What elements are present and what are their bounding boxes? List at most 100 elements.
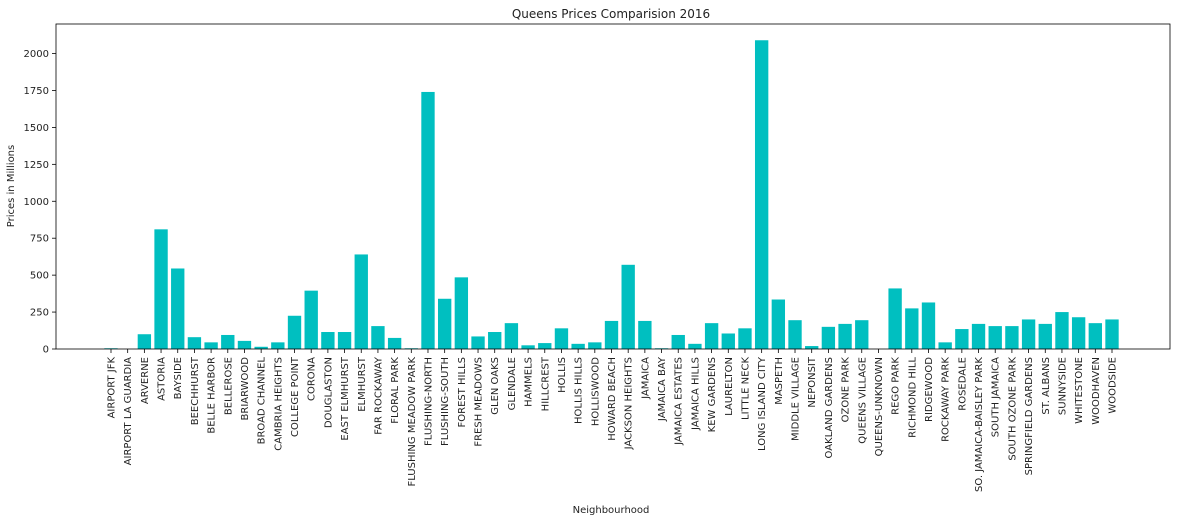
bar — [704, 323, 719, 349]
bar — [1038, 323, 1052, 349]
x-tick-label: EAST ELMHURST — [340, 356, 351, 440]
bar — [988, 326, 1002, 349]
bar — [538, 343, 552, 349]
x-axis-ticks: AIRPORT JFK AIRPORT LA GUARDIA ARVERNE ASTO… — [107, 349, 1119, 492]
x-tick-label: AIRPORT LA GUARDIA — [123, 357, 134, 465]
bar — [754, 40, 769, 349]
y-tick-label: 250 — [30, 308, 49, 319]
x-tick-label: LITTLE NECK — [740, 357, 751, 420]
x-tick-label: BELLE HARBOR — [207, 357, 218, 434]
bar — [1088, 323, 1102, 349]
x-tick-label: SPRINGFIELD GARDENS — [1024, 357, 1035, 475]
x-tick-label: COLLEGE POINT — [290, 356, 301, 437]
x-tick-label: JAMAICA HILLS — [690, 357, 701, 431]
x-tick-label: KEW GARDENS — [707, 357, 718, 432]
bar — [788, 320, 802, 349]
x-tick-label: FLUSHING-NORTH — [423, 357, 434, 446]
x-tick-label: REGO PARK — [891, 357, 902, 415]
y-axis-title: Prices in Millions — [6, 145, 17, 228]
y-tick-label: 750 — [30, 234, 49, 245]
bar — [304, 290, 318, 349]
bar — [771, 299, 786, 349]
y-tick-label: 1250 — [24, 160, 49, 171]
bar — [504, 323, 519, 349]
x-tick-label: FLUSHING-SOUTH — [440, 357, 451, 446]
bar — [337, 332, 352, 349]
bar — [471, 336, 485, 349]
bar — [621, 264, 635, 349]
x-tick-label: BAYSIDE — [173, 357, 184, 399]
x-tick-label: GLENDALE — [507, 357, 518, 410]
x-tick-label: JAMAICA ESTATES — [674, 357, 685, 446]
bar — [888, 288, 902, 349]
y-axis-ticks: 0 250 500 750 1000 1250 1500 1750 2000 — [24, 49, 56, 356]
bar — [371, 326, 385, 349]
bar — [1071, 317, 1086, 349]
x-tick-label: AIRPORT JFK — [107, 357, 118, 419]
x-tick-label: HAMMELS — [524, 357, 535, 407]
x-tick-label: BROAD CHANNEL — [257, 357, 268, 445]
x-tick-label: JACKSON HEIGHTS — [624, 357, 635, 450]
bar — [971, 323, 986, 349]
x-tick-label: SUNNYSIDE — [1057, 357, 1068, 415]
bar — [588, 342, 602, 349]
y-tick-label: 1500 — [24, 123, 49, 134]
bar — [254, 346, 268, 349]
x-tick-label: BELLEROSE — [223, 357, 234, 415]
bar — [905, 308, 919, 350]
x-tick-label: CAMBRIA HEIGHTS — [273, 357, 284, 451]
x-tick-label: ASTORIA — [157, 357, 168, 401]
x-tick-label: FLUSHING MEADOW PARK — [407, 357, 418, 487]
chart-title: Queens Prices Comparision 2016 — [512, 7, 710, 21]
x-tick-label: RICHMOND HILL — [907, 357, 918, 438]
bar — [821, 326, 836, 349]
x-tick-label: GLEN OAKS — [490, 357, 501, 415]
x-tick-label: MASPETH — [774, 357, 785, 405]
x-tick-label: OZONE PARK — [841, 357, 852, 423]
bar — [437, 298, 452, 349]
bar — [671, 334, 685, 349]
bar — [454, 277, 469, 349]
x-tick-label: WOODHAVEN — [1091, 357, 1102, 425]
bar — [738, 328, 752, 349]
x-tick-label: HOLLIS HILLS — [574, 357, 585, 424]
bar — [838, 323, 852, 349]
plot-frame — [55, 23, 1171, 350]
x-tick-label: OAKLAND GARDENS — [824, 357, 835, 458]
x-tick-label: LAURELTON — [724, 357, 735, 416]
bars-layer — [104, 40, 1119, 350]
y-tick-label: 500 — [30, 271, 49, 282]
x-tick-label: ROCKAWAY PARK — [941, 357, 952, 442]
x-tick-label: HOWARD BEACH — [607, 357, 618, 441]
x-tick-label: QUEENS-UNKNOWN — [874, 357, 885, 456]
x-tick-label: DOUGLASTON — [323, 357, 334, 428]
x-tick-label: ELMHURST — [357, 356, 368, 412]
x-tick-label: NEPONSIT — [807, 356, 818, 407]
bar — [721, 333, 735, 349]
x-tick-label: LONG ISLAND CITY — [757, 356, 768, 451]
y-tick-label: 2000 — [24, 49, 49, 60]
bar — [187, 337, 202, 349]
bar — [237, 340, 252, 350]
x-tick-label: WHITESTONE — [1074, 357, 1085, 424]
x-tick-label: WOODSIDE — [1108, 357, 1119, 414]
bar — [421, 91, 435, 349]
x-tick-label: FLORAL PARK — [390, 357, 401, 424]
bar — [354, 254, 368, 349]
bar — [1005, 326, 1019, 349]
bar — [921, 302, 936, 349]
bar — [688, 343, 702, 349]
bar — [321, 332, 335, 349]
x-tick-label: RIDGEWOOD — [924, 357, 935, 422]
bar — [955, 329, 969, 349]
x-tick-label: ST. ALBANS — [1041, 357, 1052, 415]
x-tick-label: FOREST HILLS — [457, 357, 468, 427]
x-tick-label: JAMAICA BAY — [657, 356, 668, 422]
x-tick-label: BEECHHURST — [190, 356, 201, 425]
y-tick-label: 1000 — [24, 197, 49, 208]
bar — [287, 315, 302, 349]
x-tick-label: FAR ROCKAWAY — [373, 356, 384, 435]
x-tick-label: ROSEDALE — [957, 357, 968, 411]
